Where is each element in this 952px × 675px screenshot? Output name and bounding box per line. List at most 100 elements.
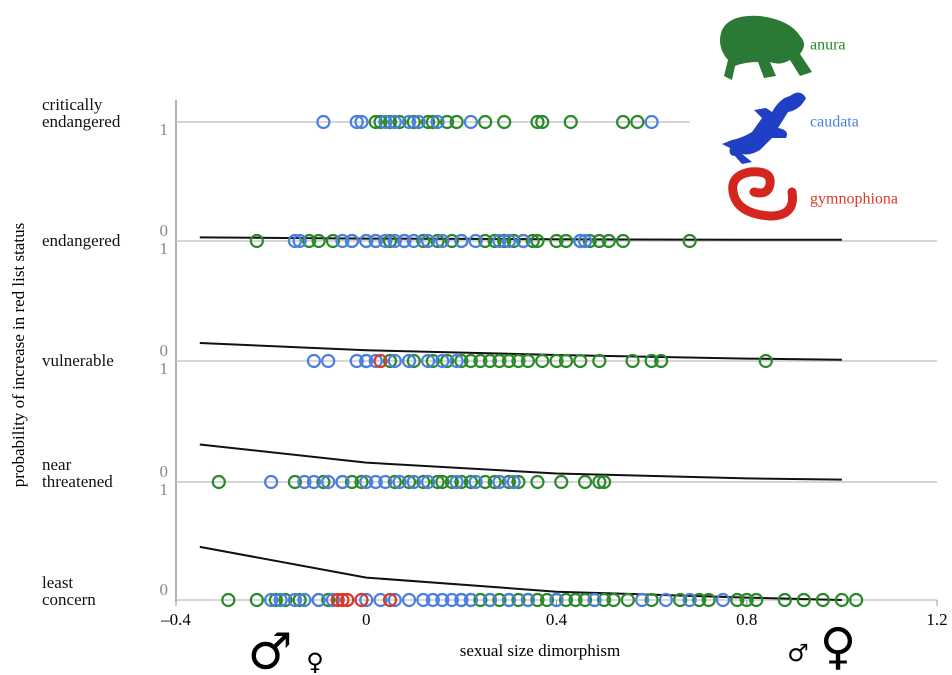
point bbox=[335, 474, 350, 490]
legend-label: caudata bbox=[810, 114, 859, 131]
point bbox=[501, 353, 517, 369]
point bbox=[549, 233, 564, 249]
point bbox=[615, 233, 631, 249]
point bbox=[325, 592, 341, 608]
point bbox=[387, 233, 402, 249]
point bbox=[349, 114, 364, 130]
point bbox=[530, 592, 545, 608]
point bbox=[473, 592, 488, 608]
point bbox=[658, 592, 673, 608]
x-tick-label: 0 bbox=[362, 610, 371, 629]
point bbox=[382, 114, 398, 130]
point bbox=[397, 233, 412, 249]
x-tick-label: 0.8 bbox=[736, 610, 757, 629]
point bbox=[520, 592, 536, 608]
point bbox=[425, 114, 440, 130]
point bbox=[516, 233, 531, 249]
point bbox=[482, 353, 498, 369]
point bbox=[558, 233, 574, 249]
point bbox=[558, 353, 574, 369]
point bbox=[416, 233, 431, 249]
point bbox=[535, 353, 550, 369]
point bbox=[344, 474, 360, 490]
point bbox=[692, 592, 707, 608]
x-axis-label: sexual size dimorphism bbox=[460, 641, 621, 660]
point bbox=[420, 114, 436, 130]
point bbox=[349, 353, 364, 369]
point bbox=[287, 592, 303, 608]
point bbox=[463, 114, 478, 130]
female-symbol: ♀ bbox=[306, 648, 324, 675]
point bbox=[730, 592, 745, 608]
point bbox=[592, 474, 607, 490]
point bbox=[535, 114, 550, 130]
category-label: endangered bbox=[42, 231, 121, 250]
point bbox=[297, 474, 312, 490]
x-tick-label: 1.2 bbox=[926, 610, 947, 629]
point bbox=[354, 592, 369, 608]
point bbox=[287, 233, 303, 249]
point bbox=[549, 592, 564, 608]
point bbox=[401, 353, 417, 369]
point bbox=[573, 353, 588, 369]
point bbox=[682, 233, 697, 249]
point bbox=[406, 233, 421, 249]
point bbox=[378, 114, 393, 130]
point bbox=[520, 353, 536, 369]
point bbox=[577, 474, 593, 490]
point bbox=[454, 233, 469, 249]
point bbox=[321, 353, 336, 369]
point bbox=[321, 592, 336, 608]
point bbox=[739, 592, 754, 608]
point bbox=[468, 474, 483, 490]
category-label: critically endangered bbox=[42, 95, 121, 131]
point bbox=[435, 592, 450, 608]
point bbox=[615, 114, 631, 130]
point bbox=[392, 114, 407, 130]
fit-curve bbox=[199, 443, 842, 481]
point bbox=[306, 353, 322, 369]
point bbox=[440, 114, 455, 130]
point bbox=[563, 114, 578, 130]
point bbox=[392, 474, 407, 490]
point bbox=[321, 474, 336, 490]
point bbox=[758, 353, 773, 369]
point bbox=[297, 592, 312, 608]
y-tick-label: 1 bbox=[160, 359, 169, 378]
fit-curve bbox=[199, 342, 842, 361]
point bbox=[635, 592, 650, 608]
point bbox=[378, 233, 393, 249]
y-tick-label: 1 bbox=[160, 239, 169, 258]
point bbox=[249, 233, 264, 249]
point bbox=[549, 353, 564, 369]
point bbox=[530, 233, 545, 249]
point bbox=[834, 592, 849, 608]
fit-curve bbox=[199, 545, 842, 601]
point bbox=[425, 353, 440, 369]
point bbox=[387, 474, 402, 490]
point bbox=[749, 592, 764, 608]
point bbox=[287, 474, 303, 490]
point bbox=[359, 233, 374, 249]
point bbox=[492, 474, 507, 490]
point bbox=[715, 592, 731, 608]
y-tick-label: 0 bbox=[160, 341, 169, 360]
point bbox=[606, 592, 621, 608]
category-label: near threatened bbox=[42, 455, 113, 491]
point bbox=[577, 233, 593, 249]
point bbox=[368, 114, 383, 130]
point bbox=[473, 353, 488, 369]
point bbox=[344, 233, 360, 249]
point bbox=[311, 592, 326, 608]
point bbox=[382, 592, 398, 608]
point bbox=[406, 474, 421, 490]
point bbox=[478, 233, 493, 249]
point bbox=[440, 353, 455, 369]
point bbox=[330, 592, 345, 608]
point bbox=[416, 474, 431, 490]
point bbox=[478, 474, 493, 490]
point bbox=[435, 353, 450, 369]
point bbox=[211, 474, 226, 490]
point bbox=[340, 592, 355, 608]
point bbox=[368, 233, 383, 249]
